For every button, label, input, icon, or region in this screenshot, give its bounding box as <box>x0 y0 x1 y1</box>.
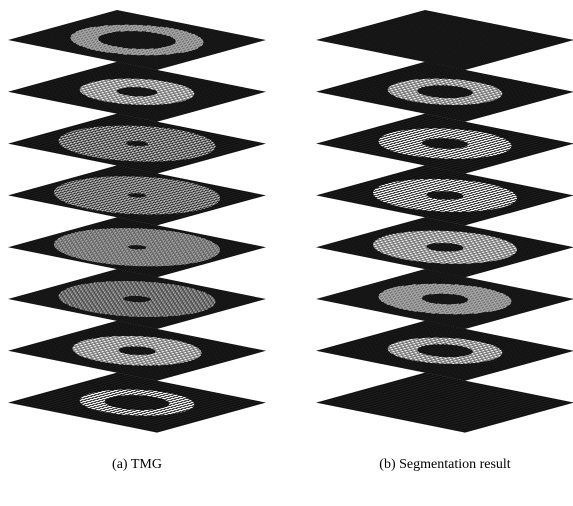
voxel-ring <box>8 269 266 329</box>
slice <box>8 269 266 329</box>
slice-stacks <box>8 10 573 433</box>
slice <box>316 114 573 174</box>
caption-b: (b) Segmentation result <box>379 457 511 472</box>
voxel-ring <box>316 217 573 277</box>
page: (a) TMG (b) Segmentation result (() => {… <box>0 0 573 506</box>
voxel-ring <box>8 373 266 433</box>
slice <box>316 10 573 70</box>
slice <box>316 269 573 329</box>
voxel-ring <box>316 269 573 329</box>
voxel-ring <box>316 62 573 122</box>
slice <box>8 165 266 225</box>
slice <box>316 62 573 122</box>
slice <box>8 373 266 433</box>
voxel-ring <box>316 165 573 225</box>
voxel-ring <box>8 217 266 277</box>
voxel-ring <box>316 321 573 381</box>
voxel-ring <box>8 321 266 381</box>
voxel-ring <box>8 62 266 122</box>
slice <box>8 321 266 381</box>
slice-plane <box>316 373 573 433</box>
voxel-ring <box>316 114 573 174</box>
voxel-ring <box>8 10 266 70</box>
slice <box>8 10 266 70</box>
slice <box>8 114 266 174</box>
slice-plane <box>316 10 573 70</box>
voxel-ring <box>8 114 266 174</box>
slice <box>8 217 266 277</box>
slice <box>316 321 573 381</box>
caption-a: (a) TMG <box>112 457 162 472</box>
slice <box>316 165 573 225</box>
slice <box>316 217 573 277</box>
slice <box>8 62 266 122</box>
voxel-ring <box>8 165 266 225</box>
figure: (a) TMG (b) Segmentation result <box>0 0 573 506</box>
slice <box>316 373 573 433</box>
